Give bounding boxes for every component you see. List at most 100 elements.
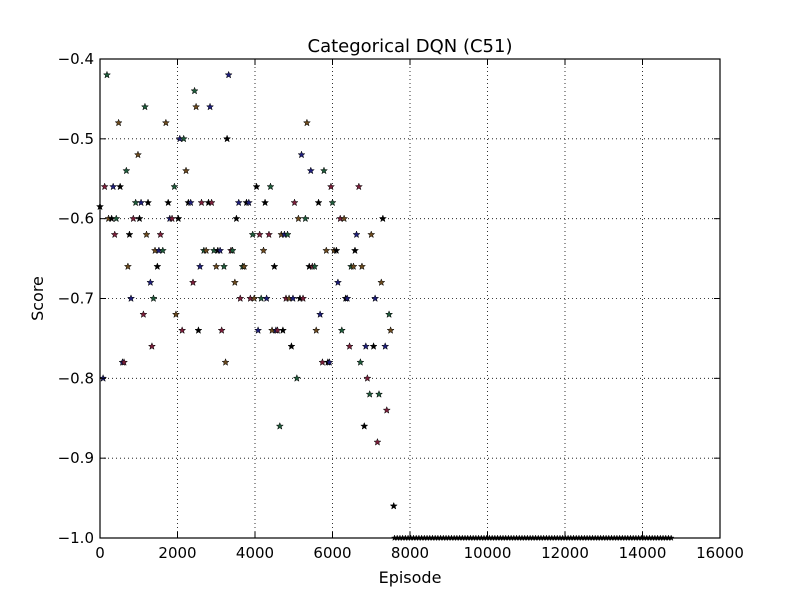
data-point: [153, 262, 162, 271]
data-point: [365, 389, 374, 398]
data-point: [135, 214, 144, 223]
data-point: [170, 182, 179, 191]
data-point: [312, 326, 321, 334]
x-tick-label: 12000: [541, 544, 589, 562]
data-point: [270, 262, 279, 271]
data-point: [386, 326, 395, 334]
data-point: [174, 214, 183, 223]
x-tick-label: 4000: [236, 544, 274, 562]
data-point: [367, 230, 376, 239]
data-point: [234, 198, 243, 207]
data-point: [123, 262, 133, 271]
data-point: [143, 198, 153, 207]
data-point: [114, 118, 123, 127]
data-point: [244, 198, 253, 207]
data-point: [262, 294, 271, 302]
data-point: [125, 230, 134, 239]
data-point: [349, 262, 358, 271]
data-point: [369, 342, 378, 350]
data-point: [345, 342, 354, 350]
data-point: [360, 421, 369, 430]
x-axis-label: Episode: [379, 568, 442, 587]
y-tick-label: −0.9: [58, 449, 94, 467]
x-tick-label: 2000: [158, 544, 196, 562]
data-point: [191, 102, 201, 111]
data-point: [197, 198, 206, 207]
data-point: [326, 182, 336, 191]
data-point: [222, 134, 232, 143]
axis-ticks: [99, 58, 721, 539]
data-point: [178, 326, 187, 334]
data-point: [240, 262, 249, 271]
data-point: [202, 246, 211, 255]
data-point: [146, 278, 155, 287]
data-point: [136, 198, 146, 207]
data-point: [230, 278, 239, 287]
data-point: [371, 294, 380, 302]
data-point: [356, 358, 365, 366]
data-point: [100, 182, 109, 191]
data-point: [374, 389, 384, 398]
x-tick-label: 14000: [619, 544, 667, 562]
data-point: [288, 294, 298, 302]
data-point: [171, 310, 181, 318]
data-point: [354, 182, 363, 191]
data-point: [259, 246, 268, 255]
data-point: [186, 198, 195, 207]
data-point: [217, 326, 226, 334]
data-point: [236, 294, 245, 302]
x-tick-label: 10000: [464, 544, 512, 562]
data-point: [373, 437, 382, 446]
y-tick-label: −0.6: [58, 210, 94, 228]
data-point: [110, 230, 119, 239]
data-point: [212, 262, 221, 271]
x-tick-label: 0: [95, 544, 105, 562]
data-point: [264, 230, 274, 239]
data-point: [216, 246, 225, 255]
y-axis-tick-labels: −1.0 −0.9 −0.8 −0.7 −0.6 −0.5 −0.4: [58, 50, 94, 547]
y-tick-label: −1.0: [58, 529, 94, 547]
data-point: [319, 166, 329, 175]
data-point: [283, 230, 292, 239]
data-point: [164, 198, 173, 207]
data-point: [337, 326, 346, 334]
data-point: [363, 374, 372, 382]
data-points: [95, 70, 675, 541]
data-point: [294, 214, 303, 223]
data-point: [188, 278, 198, 287]
y-axis-label: Score: [28, 276, 47, 321]
data-point: [357, 262, 367, 271]
data-point: [133, 150, 143, 159]
y-tick-label: −0.5: [58, 130, 94, 148]
data-point: [205, 102, 215, 111]
data-point: [298, 294, 308, 302]
data-point: [292, 374, 301, 382]
data-point: [302, 118, 312, 127]
data-point: [290, 198, 299, 207]
data-point: [297, 150, 306, 159]
data-point: [179, 134, 188, 143]
data-point: [194, 326, 203, 334]
data-point: [116, 182, 125, 191]
data-point: [149, 294, 158, 302]
data-point: [350, 246, 360, 255]
data-point: [140, 102, 150, 111]
data-point: [340, 214, 349, 223]
data-point: [102, 70, 112, 79]
data-point: [224, 70, 233, 79]
x-tick-label: 6000: [313, 544, 351, 562]
data-point: [181, 166, 191, 175]
data-point: [314, 198, 323, 207]
data-point: [221, 358, 230, 366]
data-point: [384, 310, 394, 318]
data-point: [112, 214, 121, 223]
data-point: [361, 342, 370, 350]
data-point: [333, 278, 343, 287]
data-point: [248, 230, 257, 239]
data-point: [147, 342, 157, 350]
data-point: [252, 182, 261, 191]
y-tick-label: −0.8: [58, 369, 94, 387]
data-point: [301, 214, 310, 223]
